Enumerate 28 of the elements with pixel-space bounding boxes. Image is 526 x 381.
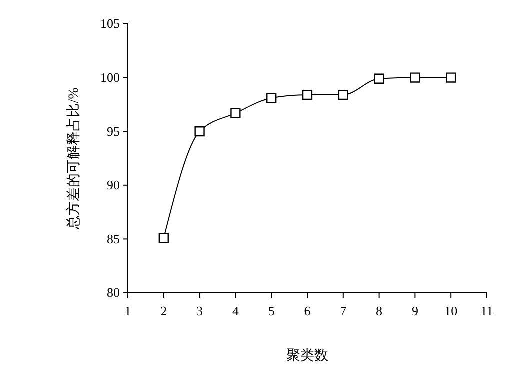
x-tick-label: 2 <box>160 303 168 318</box>
x-tick-label: 9 <box>412 303 418 318</box>
point <box>302 90 313 100</box>
point <box>338 90 348 100</box>
y-tick-label: 95 <box>107 124 120 139</box>
x-axis-title: 聚类数 <box>286 348 328 364</box>
x-tick-label: 11 <box>480 303 494 318</box>
x-tick-label: 6 <box>304 303 312 318</box>
x-tick-label: 10 <box>444 303 458 318</box>
point <box>374 74 384 84</box>
point <box>410 72 420 83</box>
y-tick-label: 100 <box>100 70 120 85</box>
x-tick-label: 4 <box>232 303 240 318</box>
x-tick-label: 5 <box>268 303 275 318</box>
y-tick-label: 105 <box>100 16 120 32</box>
point <box>194 126 205 137</box>
point <box>230 108 241 118</box>
x-tick-label: 1 <box>124 303 132 318</box>
point <box>446 72 456 83</box>
y-tick-label: 85 <box>107 231 120 246</box>
x-tick-label: 3 <box>196 303 204 318</box>
y-tick-label: 90 <box>107 178 120 193</box>
point <box>266 93 277 104</box>
x-tick-label: 7 <box>340 303 348 318</box>
point <box>158 233 169 244</box>
y-axis-title: 总方差的可解释占比/% <box>66 87 82 230</box>
x-tick-label: 8 <box>376 303 383 318</box>
y-tick-label: 80 <box>107 285 120 300</box>
